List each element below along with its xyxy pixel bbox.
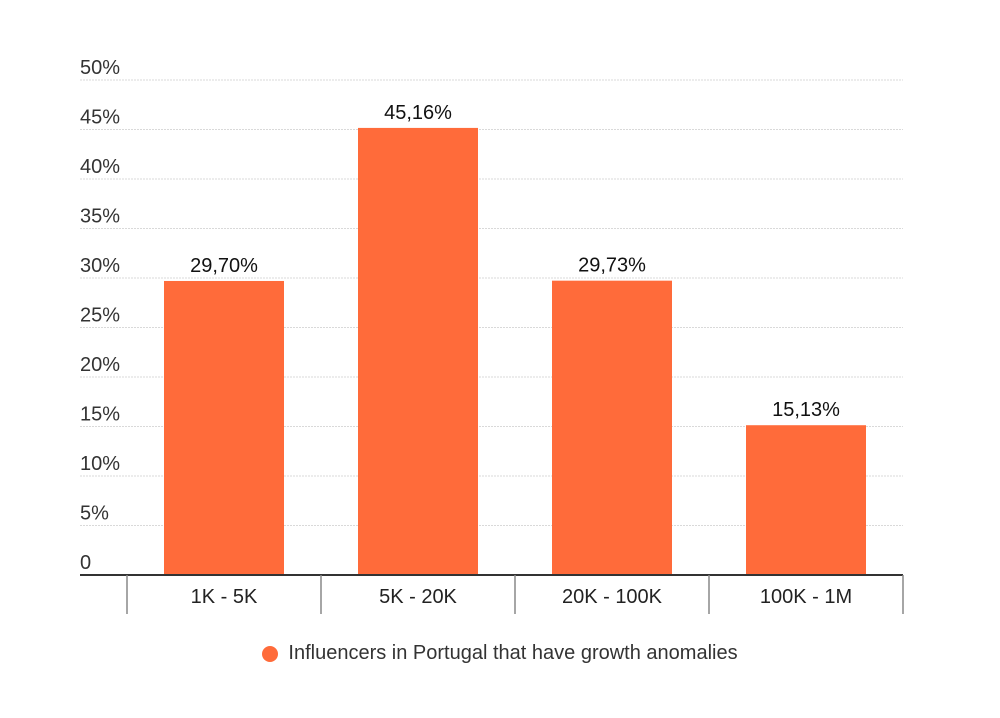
y-tick-label: 35% xyxy=(80,206,120,228)
y-tick-label: 0 xyxy=(80,552,91,574)
bar xyxy=(746,425,866,575)
legend-label: Influencers in Portugal that have growth… xyxy=(288,642,738,664)
x-tick-label: 20K - 100K xyxy=(562,586,663,608)
bar xyxy=(358,127,478,575)
y-tick-label: 30% xyxy=(80,255,120,277)
x-tick-label: 5K - 20K xyxy=(379,586,457,608)
y-tick-label: 45% xyxy=(80,107,120,129)
y-tick-label: 15% xyxy=(80,404,120,426)
data-label: 15,13% xyxy=(772,399,840,421)
data-label: 29,70% xyxy=(190,255,258,277)
y-tick-label: 5% xyxy=(80,503,109,525)
y-tick-label: 20% xyxy=(80,354,120,376)
data-label: 45,16% xyxy=(384,102,452,124)
legend-swatch xyxy=(262,645,279,662)
x-tick-label: 1K - 5K xyxy=(191,586,258,608)
y-tick-label: 10% xyxy=(80,453,120,475)
y-tick-label: 40% xyxy=(80,156,120,178)
legend: Influencers in Portugal that have growth… xyxy=(0,642,1000,665)
bar xyxy=(164,280,284,575)
data-label: 29,73% xyxy=(578,255,646,277)
bar xyxy=(552,280,672,575)
x-tick-label: 100K - 1M xyxy=(760,586,852,608)
y-tick-label: 50% xyxy=(80,57,120,79)
y-tick-label: 25% xyxy=(80,305,120,327)
